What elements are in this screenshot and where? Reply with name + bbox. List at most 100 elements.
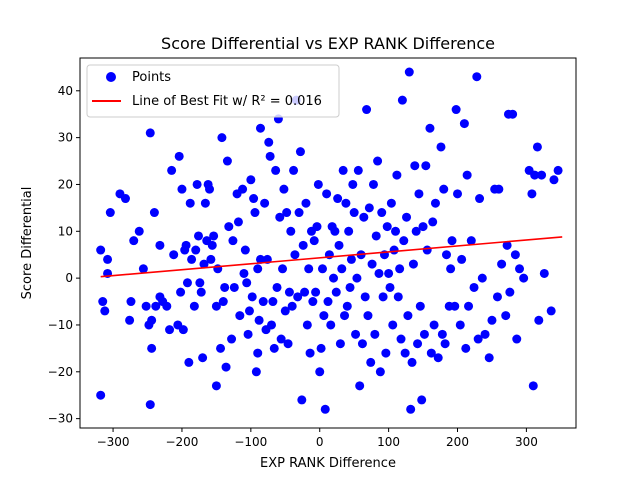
data-point <box>222 156 232 166</box>
data-point <box>103 254 113 264</box>
data-point <box>267 320 277 330</box>
data-point <box>344 226 354 236</box>
data-point <box>192 179 202 189</box>
data-point <box>472 72 482 82</box>
data-point <box>224 222 234 232</box>
data-point <box>484 353 494 363</box>
data-point <box>421 161 431 171</box>
data-point <box>253 264 263 274</box>
data-point <box>189 301 199 311</box>
data-point <box>370 329 380 339</box>
data-point <box>475 194 485 204</box>
data-point <box>464 301 474 311</box>
data-point <box>178 325 188 335</box>
data-point <box>402 212 412 222</box>
data-point <box>298 240 308 250</box>
data-point <box>508 109 518 119</box>
x-tick-label: 300 <box>515 435 538 449</box>
data-point <box>357 339 367 349</box>
data-point <box>279 184 289 194</box>
data-point <box>278 264 288 274</box>
data-point <box>386 198 396 208</box>
y-tick-label: 10 <box>58 224 73 238</box>
data-point <box>492 292 502 302</box>
data-point <box>407 357 417 367</box>
data-point <box>297 395 307 405</box>
data-point <box>367 259 377 269</box>
data-point <box>129 236 139 246</box>
y-tick-label: −30 <box>48 412 73 426</box>
data-point <box>249 194 259 204</box>
data-point <box>322 189 332 199</box>
data-point <box>315 367 325 377</box>
data-point <box>346 254 356 264</box>
data-point <box>440 339 450 349</box>
data-point <box>539 268 549 278</box>
data-point <box>414 189 424 199</box>
data-point <box>211 381 221 391</box>
data-point <box>255 123 265 133</box>
data-point <box>105 208 115 218</box>
data-point <box>501 311 511 321</box>
data-point <box>184 357 194 367</box>
data-point <box>100 306 110 316</box>
y-tick-label: −20 <box>48 365 73 379</box>
data-point <box>233 217 243 227</box>
data-point <box>433 353 443 363</box>
legend-points-label: Points <box>132 70 171 85</box>
data-point <box>334 240 344 250</box>
x-tick-label: −100 <box>234 435 267 449</box>
data-point <box>290 250 300 260</box>
data-point <box>169 250 179 260</box>
data-point <box>141 301 151 311</box>
data-point <box>385 282 395 292</box>
data-point <box>174 151 184 161</box>
data-point <box>280 306 290 316</box>
data-point <box>294 208 304 218</box>
data-point <box>317 264 327 274</box>
data-point <box>429 320 439 330</box>
data-point <box>403 311 413 321</box>
data-point <box>238 184 248 194</box>
data-point <box>195 278 205 288</box>
data-point <box>515 264 525 274</box>
data-point <box>221 362 231 372</box>
data-point <box>337 264 347 274</box>
data-point <box>453 189 463 199</box>
data-point <box>381 348 391 358</box>
data-point <box>363 311 373 321</box>
data-point <box>217 133 227 143</box>
data-point <box>335 339 345 349</box>
data-point <box>155 240 165 250</box>
data-point <box>216 343 226 353</box>
legend-points-marker <box>106 72 116 82</box>
x-axis: −300 −200 −100 0 100 200 300 <box>97 428 538 449</box>
data-point <box>177 184 187 194</box>
data-point <box>469 282 479 292</box>
data-point <box>410 161 420 171</box>
data-point <box>271 165 281 175</box>
data-point <box>264 137 274 147</box>
data-point <box>389 245 399 255</box>
data-point <box>255 254 265 264</box>
data-point <box>439 184 449 194</box>
y-tick-label: 20 <box>58 177 73 191</box>
data-point <box>96 245 106 255</box>
data-point <box>191 245 201 255</box>
data-point <box>200 198 210 208</box>
data-point <box>497 259 507 269</box>
data-point <box>253 348 263 358</box>
data-point <box>326 320 336 330</box>
data-point <box>399 236 409 246</box>
x-tick-label: 100 <box>377 435 400 449</box>
data-point <box>319 311 329 321</box>
data-point <box>502 240 512 250</box>
data-point <box>473 334 483 344</box>
y-tick-label: 30 <box>58 131 73 145</box>
data-point <box>323 297 333 307</box>
data-point <box>352 273 362 283</box>
data-point <box>388 320 398 330</box>
data-point <box>546 306 556 316</box>
data-point <box>505 287 515 297</box>
data-point <box>207 240 217 250</box>
